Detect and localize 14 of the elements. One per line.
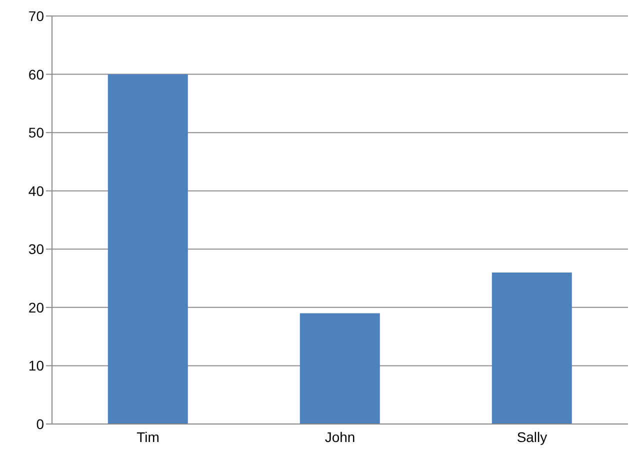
bar xyxy=(108,74,188,424)
x-tick-label: John xyxy=(324,428,356,445)
bar xyxy=(300,313,380,424)
y-tick-label: 20 xyxy=(28,299,44,316)
x-tick-label: Sally xyxy=(516,428,548,445)
y-tick-label: 30 xyxy=(28,241,44,258)
y-tick-label: 40 xyxy=(28,182,44,199)
x-tick-label: Tim xyxy=(136,428,160,445)
y-tick-label: 50 xyxy=(28,124,44,141)
y-tick-label: 60 xyxy=(28,66,44,82)
y-tick-label: 0 xyxy=(36,416,44,432)
y-tick-label: 10 xyxy=(28,358,44,374)
bar xyxy=(492,272,572,424)
y-tick-label: 70 xyxy=(28,8,44,24)
